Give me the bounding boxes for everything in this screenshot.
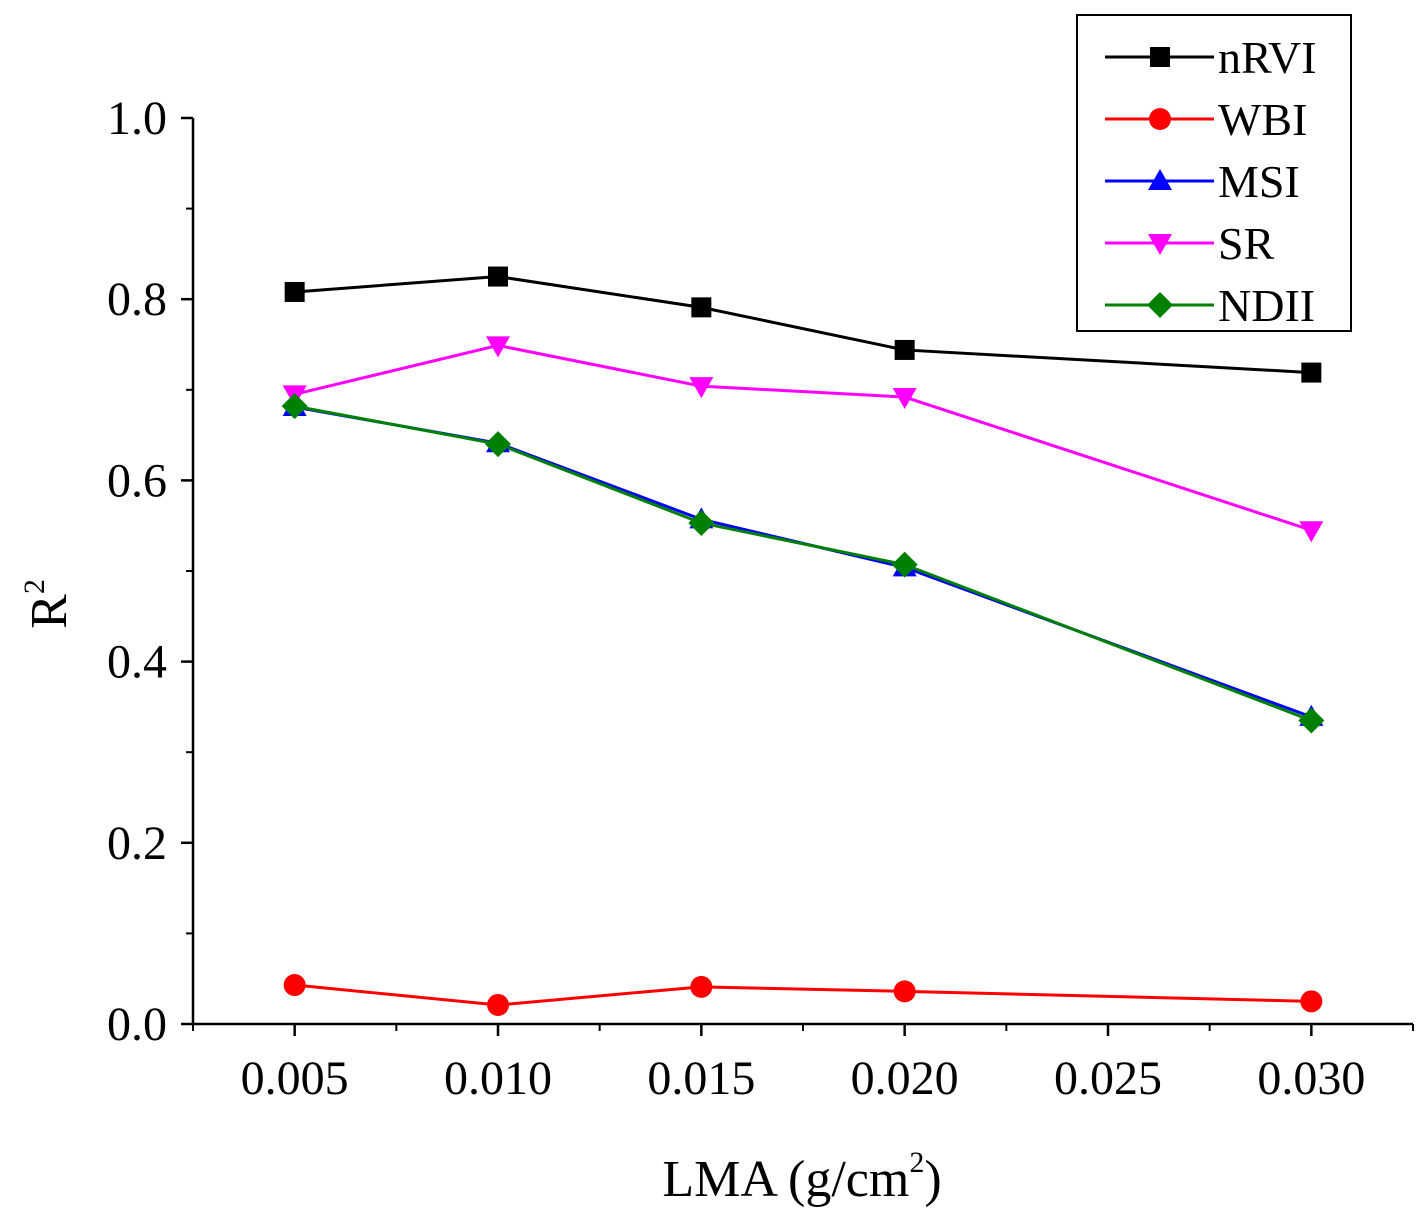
x-tick-label: 0.020	[851, 1052, 959, 1105]
y-tick-label: 0.0	[107, 998, 167, 1051]
x-tick-label: 0.030	[1257, 1052, 1365, 1105]
x-axis-title-close: )	[924, 1151, 941, 1208]
data-point-ndii	[891, 551, 918, 578]
legend-marker-wbi	[1149, 108, 1171, 130]
x-tick-label: 0.025	[1054, 1052, 1162, 1105]
legend-label-ndii: NDII	[1218, 280, 1315, 331]
data-point-sr	[689, 377, 714, 399]
data-point-nrvi	[1301, 362, 1322, 383]
data-point-sr	[892, 388, 917, 410]
x-axis-title-sup: 2	[909, 1146, 924, 1179]
series-line-wbi	[294, 983, 1312, 1007]
y-ticks: 0.0 0.2 0.4 0.6 0.8 1.0	[107, 92, 193, 1051]
y-axis-title-text: R	[21, 594, 78, 629]
data-point-nrvi	[488, 266, 508, 287]
x-axis-title-text: LMA (g/cm	[662, 1151, 909, 1208]
x-tick-label: 0.010	[444, 1052, 552, 1105]
y-axis-title: R2	[18, 579, 78, 629]
y-tick-label: 0.8	[107, 273, 167, 326]
y-tick-label: 0.6	[107, 454, 167, 507]
legend-marker-nrvi	[1150, 47, 1170, 67]
plot-markers	[281, 266, 1325, 1016]
data-point-nrvi	[284, 281, 305, 302]
x-ticks: 0.005 0.010 0.015 0.020 0.025 0.030	[192, 1024, 1414, 1105]
series-line-sr	[294, 343, 1312, 532]
data-point-sr	[486, 336, 510, 358]
data-point-wbi	[1300, 990, 1323, 1013]
x-tick-label: 0.015	[647, 1052, 755, 1105]
legend-box	[1076, 14, 1352, 332]
y-tick-label: 0.4	[107, 636, 167, 689]
x-tick-label: 0.005	[241, 1052, 349, 1105]
data-point-nrvi	[691, 297, 712, 318]
data-point-wbi	[283, 974, 306, 997]
legend-label-msi: MSI	[1218, 156, 1300, 207]
series-line-msi	[294, 405, 1312, 719]
data-point-ndii	[281, 393, 308, 420]
plot-lines	[294, 275, 1312, 1007]
data-point-wbi	[690, 975, 713, 998]
data-point-sr	[1299, 521, 1324, 543]
data-point-wbi	[893, 980, 916, 1003]
y-tick-label: 1.0	[107, 92, 167, 145]
data-point-ndii	[688, 509, 715, 536]
legend-marker-ndii	[1147, 292, 1173, 318]
y-axis-title-sup: 2	[18, 579, 51, 594]
legend-label-nrvi: nRVI	[1218, 32, 1317, 83]
data-point-ndii	[485, 431, 511, 458]
legend-marker-msi	[1148, 169, 1172, 190]
data-point-ndii	[1298, 707, 1325, 734]
legend: nRVI WBI MSI SR NDII	[1076, 14, 1352, 332]
legend-label-sr: SR	[1218, 218, 1275, 269]
legend-label-wbi: WBI	[1218, 94, 1307, 145]
series-line-ndii	[294, 404, 1312, 722]
x-axis-title: LMA (g/cm2)	[662, 1146, 941, 1208]
data-point-nrvi	[894, 339, 915, 360]
y-tick-label: 0.2	[107, 817, 167, 870]
legend-marker-sr	[1148, 234, 1172, 255]
data-point-wbi	[487, 993, 509, 1016]
